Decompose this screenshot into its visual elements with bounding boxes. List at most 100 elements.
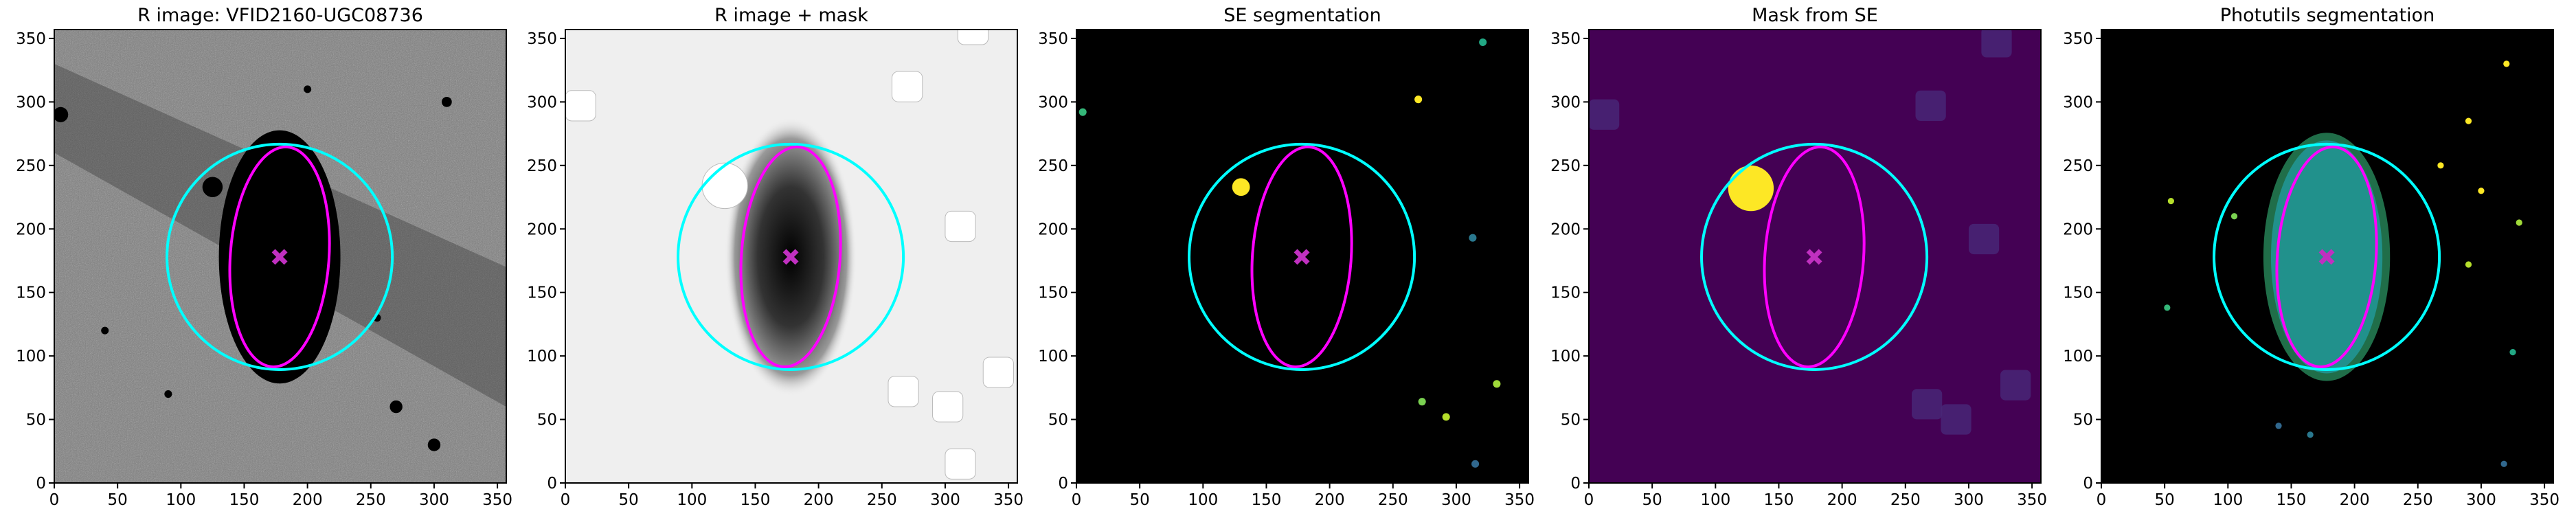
mask-block [1912,389,1943,420]
x-tick-label: 350 [2529,491,2560,509]
segment [1232,178,1250,196]
x-tick-label: 250 [356,491,386,509]
mask [945,448,976,480]
y-tick-label: 50 [1048,412,1068,429]
galaxy-ellipse [1250,145,1353,368]
mask [565,90,596,122]
segment [2164,304,2171,311]
panel: 0 50 100 150 200 250 300 350 0 50 100 150 200 250 300 3… [2063,5,2560,509]
segment [2465,261,2472,268]
mask-block [1941,404,1971,435]
x-tick-label: 250 [2403,491,2433,509]
x-tick-label: 150 [2276,491,2307,509]
galaxy-ellipse [228,145,331,368]
y-tick-label: 350 [527,30,557,48]
x-tick-label: 250 [867,491,897,509]
y-tick-label: 300 [527,93,557,111]
panel-title: R image + mask [714,5,868,26]
aperture-circle [1700,142,1929,371]
y-tick-label: 250 [16,157,46,175]
galaxy-ellipse [1763,145,1866,368]
segment [2509,348,2516,356]
y-tick-label: 0 [1058,475,1068,493]
x-tick-label: 150 [1252,491,1282,509]
segment [1493,380,1501,388]
aperture-circle [677,142,905,371]
mask [945,210,976,243]
x-tick-label: 50 [108,491,128,509]
axes-frame [54,29,507,484]
y-tick-label: 100 [16,348,46,365]
panel-title: Mask from SE [1752,5,1878,26]
x-tick-label: 0 [2097,491,2107,509]
x-tick-label: 200 [1827,491,1857,509]
segment [1418,398,1426,406]
star [202,177,223,197]
segment [2503,60,2510,67]
x-tick-label: 0 [1072,491,1082,509]
x-tick-label: 200 [1315,491,1345,509]
x-tick-label: 50 [2155,491,2175,509]
segment [2437,162,2444,169]
y-tick-label: 200 [16,221,46,238]
center-marker [1806,249,1822,265]
y-tick-label: 250 [1038,157,1068,175]
x-tick-label: 100 [2213,491,2243,509]
galaxy-ellipse [739,145,842,368]
x-tick-label: 350 [993,491,1024,509]
segment [2275,423,2282,429]
y-tick-label: 350 [1038,30,1068,48]
mask [982,357,1014,388]
segment [1442,413,1450,421]
y-tick-label: 0 [2083,475,2093,493]
panel-title: SE segmentation [1223,5,1381,26]
panel-title: Photutils segmentation [2220,5,2435,26]
image [1076,30,1528,483]
x-tick-label: 200 [2340,491,2370,509]
segment [2230,213,2238,220]
y-tick-label: 100 [1550,348,1581,365]
y-tick-label: 200 [1038,221,1068,238]
x-tick-label: 150 [1764,491,1794,509]
axes-frame [1588,29,2042,484]
panel-title: R image: VFID2160-UGC08736 [137,5,423,26]
x-tick-label: 100 [166,491,196,509]
x-tick-label: 100 [677,491,707,509]
star [54,106,69,122]
mask [957,30,989,45]
star [164,390,172,398]
aperture-circle [1188,142,1416,371]
star [442,97,452,107]
center-marker [1293,249,1310,265]
axes-frame [1076,29,1529,484]
y-tick-label: 0 [36,475,46,493]
panel: 0 50 100 150 200 250 300 350 0 50 100 150 200 250 300 3… [1038,5,1535,509]
y-tick-label: 150 [1038,284,1068,302]
star [427,438,441,451]
panel: 0 50 100 150 200 250 300 350 0 50 100 150 200 250 300 3… [1550,5,2047,509]
center-marker [782,249,799,265]
y-tick-label: 150 [1550,284,1581,302]
x-tick-label: 350 [2017,491,2047,509]
y-tick-label: 300 [1038,93,1068,111]
x-tick-label: 200 [804,491,834,509]
x-tick-label: 50 [1642,491,1662,509]
axes-frame [2101,29,2554,484]
y-tick-label: 150 [527,284,557,302]
y-tick-label: 0 [547,475,557,493]
mask-block [1981,30,2012,58]
segment [2465,117,2472,124]
panel: 0 50 100 150 200 250 300 350 0 50 100 150 200 250 300 3… [16,5,512,509]
x-tick-label: 0 [561,491,571,509]
segment [2307,431,2314,438]
aperture-circle [166,142,394,371]
mask [892,71,923,102]
y-tick-label: 350 [16,30,46,48]
x-tick-label: 100 [1700,491,1730,509]
y-tick-label: 150 [2063,284,2093,302]
mask [701,162,748,210]
x-tick-label: 300 [419,491,449,509]
x-tick-label: 300 [930,491,960,509]
x-tick-label: 0 [49,491,60,509]
